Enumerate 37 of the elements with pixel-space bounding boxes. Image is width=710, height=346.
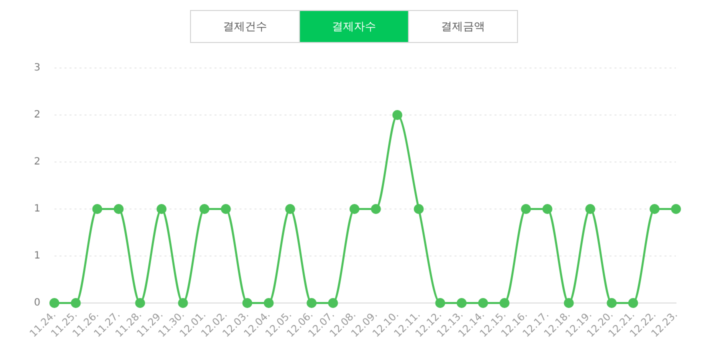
point	[285, 204, 296, 214]
point	[628, 298, 638, 308]
point	[199, 204, 210, 214]
point	[520, 204, 531, 214]
y-tick-label: 1	[34, 204, 40, 215]
point	[456, 298, 467, 308]
tab-button: 결제자수	[299, 11, 408, 42]
point	[242, 298, 252, 308]
point	[435, 298, 446, 308]
y-tick-label: 3	[34, 62, 40, 74]
point	[370, 204, 381, 214]
point	[156, 204, 167, 214]
point	[392, 110, 402, 120]
point	[414, 204, 424, 214]
point	[70, 298, 81, 308]
point	[564, 298, 574, 308]
point	[606, 298, 617, 308]
y-tick-label: 1	[34, 250, 40, 262]
point	[92, 204, 102, 214]
point	[671, 204, 681, 214]
point	[349, 204, 360, 214]
point	[135, 298, 146, 308]
point	[478, 298, 488, 308]
y-tick-label: 0	[34, 298, 40, 309]
y-tick-label: 2	[34, 156, 40, 168]
point	[220, 204, 231, 214]
point	[49, 298, 60, 308]
y-tick-label: 2	[34, 110, 40, 121]
point	[542, 204, 552, 214]
point	[585, 204, 596, 214]
point	[114, 204, 124, 214]
point	[500, 298, 510, 308]
point	[264, 298, 274, 308]
point	[306, 298, 317, 308]
point	[650, 204, 660, 214]
point	[328, 298, 338, 308]
point	[178, 298, 188, 308]
